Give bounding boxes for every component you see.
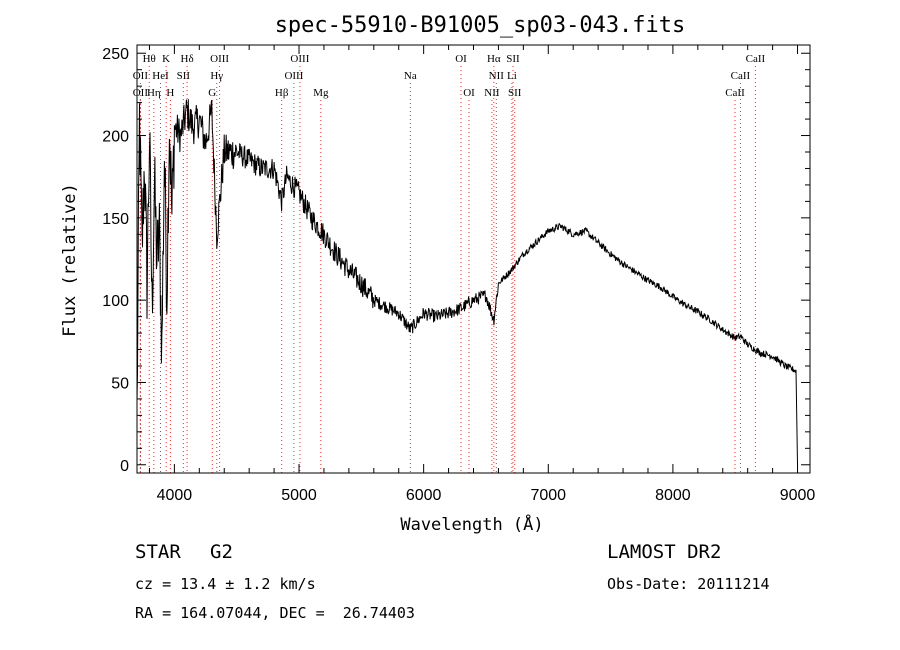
x-tick-label: 4000 bbox=[157, 487, 193, 504]
y-tick-label: 0 bbox=[120, 458, 129, 475]
emission-line-label: CaII bbox=[731, 70, 751, 82]
object-subclass: G2 bbox=[210, 541, 233, 563]
y-tick-label: 100 bbox=[102, 293, 129, 310]
y-tick-label: 150 bbox=[102, 211, 129, 228]
x-tick-label: 9000 bbox=[780, 487, 816, 504]
emission-line-label: CaII bbox=[725, 87, 745, 99]
emission-line-label: H bbox=[166, 87, 174, 99]
x-tick-label: 7000 bbox=[530, 487, 566, 504]
emission-line-label: OIII bbox=[290, 53, 309, 65]
x-tick-label: 6000 bbox=[406, 487, 442, 504]
emission-line-label: OIII bbox=[210, 53, 229, 65]
plot-frame bbox=[136, 44, 811, 474]
emission-line-label: Hη bbox=[147, 87, 161, 99]
emission-line-label: SII bbox=[508, 87, 522, 99]
x-tick-label: 5000 bbox=[281, 487, 317, 504]
spectrum-line bbox=[136, 99, 798, 465]
x-axis-label: Wavelength (Å) bbox=[400, 513, 543, 535]
y-tick-label: 250 bbox=[102, 46, 129, 63]
emission-line-label: SII bbox=[506, 53, 520, 65]
chart-title: spec-55910-B91005_sp03-043.fits bbox=[275, 13, 686, 38]
emission-line-markers: Hθ K Hδ OIII OIII OI Hα SII CaII OII HeI SII Hγ OIII N… bbox=[133, 53, 766, 473]
emission-line-label: K bbox=[162, 53, 170, 65]
redshift-cz: cz = 13.4 ± 1.2 km/s bbox=[135, 575, 316, 593]
emission-line-label: Mg bbox=[313, 87, 329, 99]
emission-line-label: Li bbox=[507, 70, 517, 82]
emission-line-label: OI bbox=[463, 87, 475, 99]
y-tick-label: 200 bbox=[102, 129, 129, 146]
emission-line-label: CaII bbox=[746, 53, 766, 65]
axis-ticks: 4000 5000 6000 7000 8000 9000 0 50 100 150 200 250 bbox=[102, 45, 815, 504]
coordinates: RA = 164.07044, DEC = 26.74403 bbox=[135, 604, 415, 622]
emission-line-label: OIII bbox=[284, 70, 303, 82]
emission-line-label: HeI bbox=[152, 70, 169, 82]
emission-line-label: Na bbox=[404, 70, 417, 82]
emission-line-label: Hγ bbox=[210, 70, 223, 82]
x-tick-label: 8000 bbox=[655, 487, 691, 504]
emission-line-label: Hα bbox=[487, 53, 501, 65]
emission-line-label: NII bbox=[489, 70, 505, 82]
survey-name: LAMOST DR2 bbox=[607, 541, 722, 563]
emission-line-label: OII bbox=[133, 70, 149, 82]
emission-line-label: OI bbox=[455, 53, 467, 65]
emission-line-label: Hδ bbox=[181, 53, 194, 65]
emission-line-label: G bbox=[208, 87, 216, 99]
y-tick-label: 50 bbox=[111, 375, 129, 392]
emission-line-label: Hθ bbox=[143, 53, 156, 65]
emission-line-label: Hβ bbox=[275, 87, 289, 99]
emission-line-label: SII bbox=[177, 70, 191, 82]
emission-line-label: NII bbox=[484, 87, 500, 99]
y-axis-label: Flux (relative) bbox=[60, 183, 80, 337]
object-class: STAR bbox=[135, 541, 181, 563]
observation-date: Obs-Date: 20111214 bbox=[607, 575, 770, 593]
